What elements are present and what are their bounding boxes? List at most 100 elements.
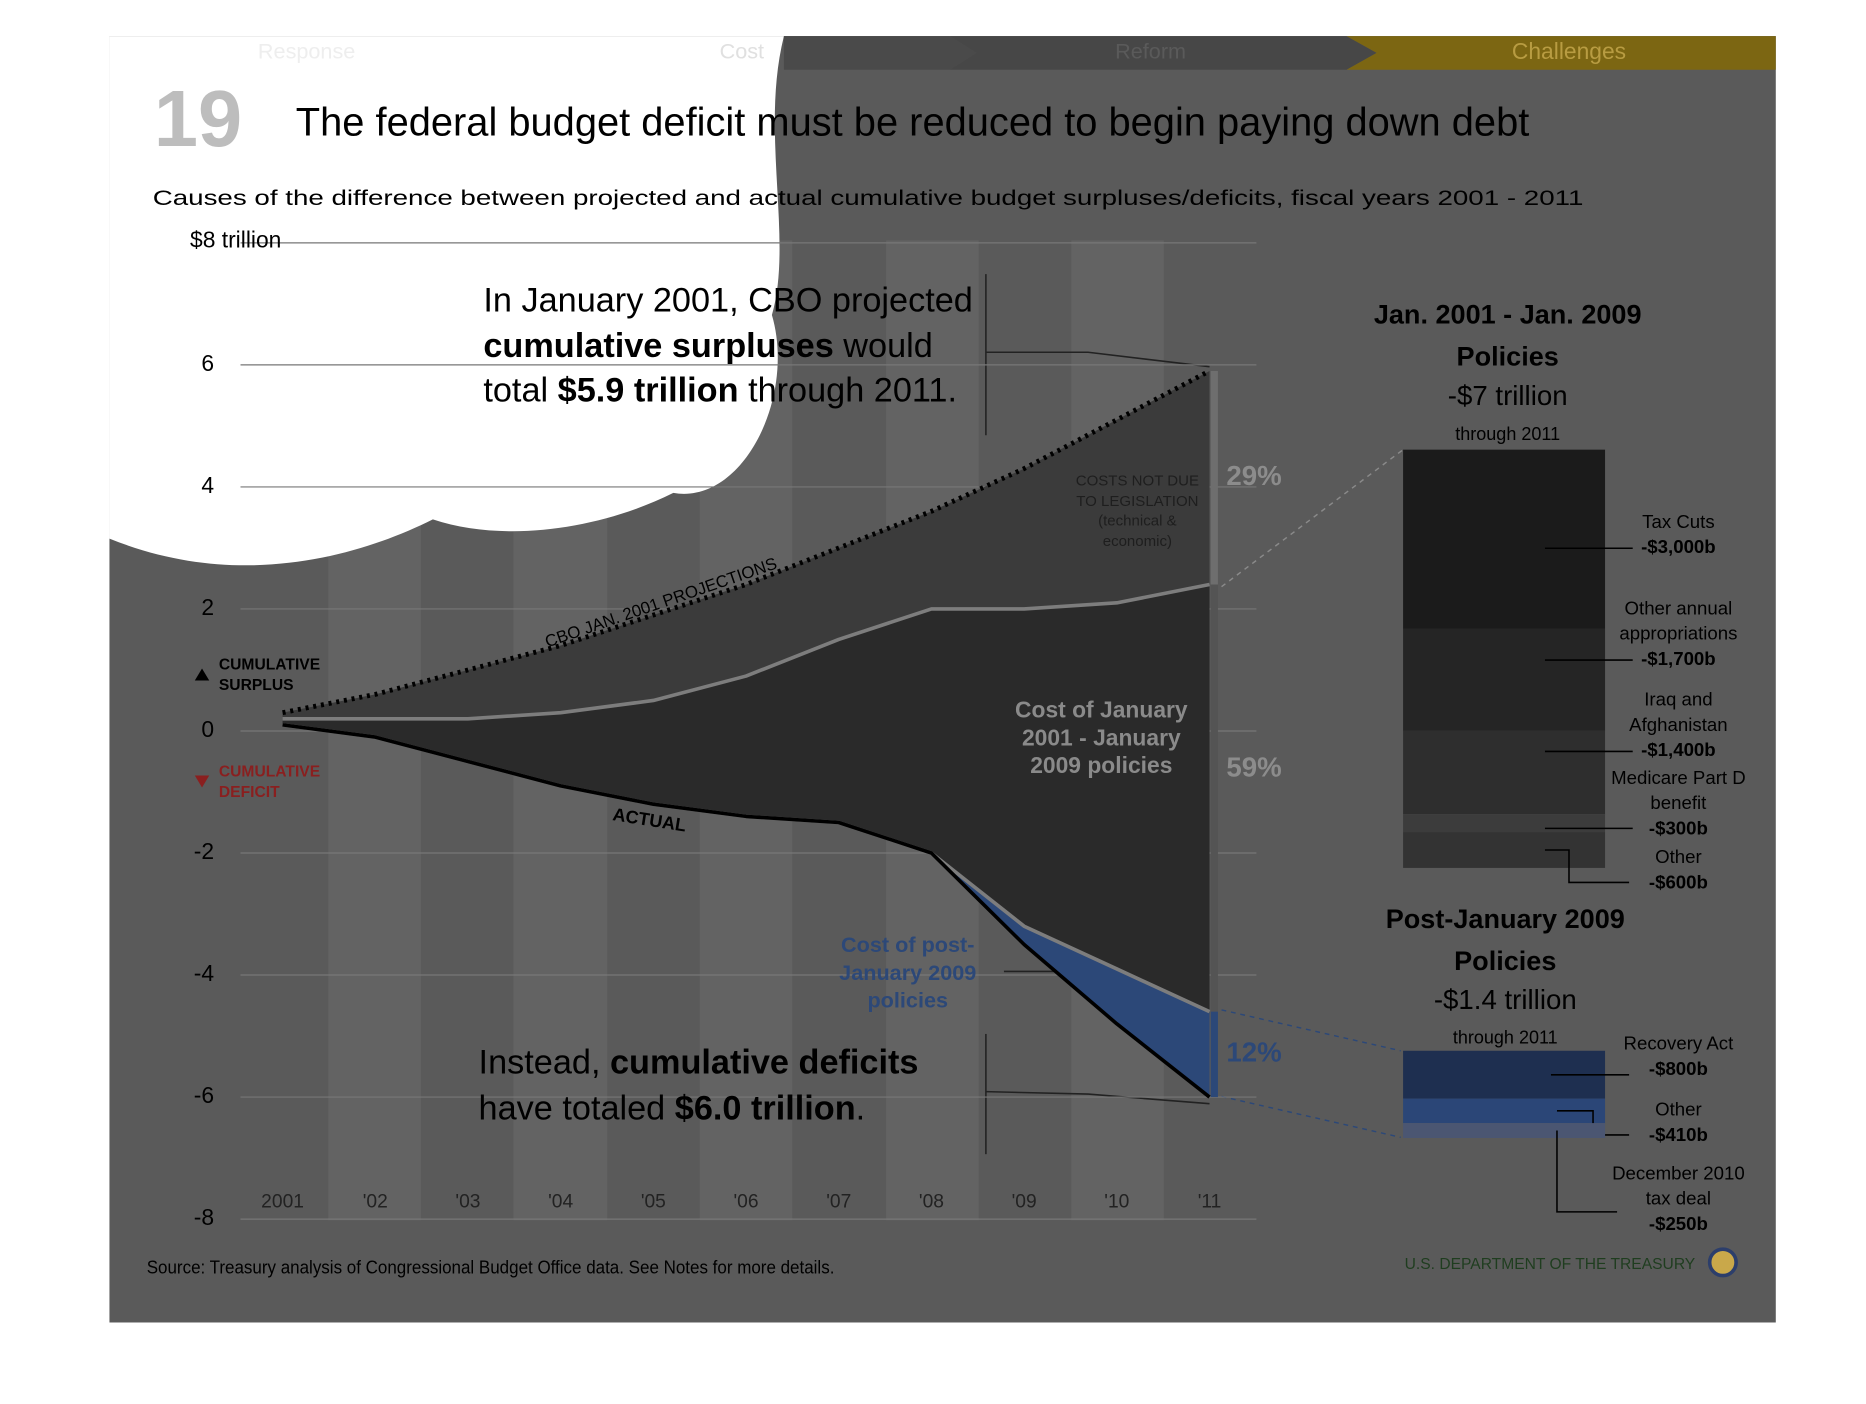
bar-title: Post-January 2009 Policies <box>1349 898 1662 982</box>
text: $6.0 trillion <box>674 1088 856 1128</box>
x-tick-label: '07 <box>826 1191 851 1212</box>
text: . <box>855 1088 866 1128</box>
text: CUMULATIVE SURPLUS <box>218 655 321 694</box>
segment-label-text: Tax Cuts -$3,000b <box>1606 510 1750 560</box>
segment-label: Iraq and Afghanistan -$1,400b <box>1606 688 1750 764</box>
zoom-line <box>1221 1009 1401 1052</box>
y-tick-label: -8 <box>194 1204 214 1230</box>
callout-text: In January 2001, CBO projected cumulativ… <box>483 279 986 414</box>
zoom-line <box>1221 1095 1401 1139</box>
y-tick-label: -6 <box>194 1082 214 1108</box>
text: CUMULATIVE DEFICIT <box>218 762 321 801</box>
text: cumulative deficits <box>609 1043 919 1083</box>
series-line <box>282 368 1211 716</box>
callout-connectors <box>985 274 1210 1155</box>
leader-line <box>1544 849 1630 884</box>
x-tick-label: '08 <box>919 1191 944 1212</box>
connector <box>985 351 1210 368</box>
segment-label-text: Other annual appropriations -$1,700b <box>1606 596 1750 672</box>
x-tick-label: 2001 <box>261 1191 304 1212</box>
text: In January 2001, CBO projected <box>483 281 973 320</box>
segment-label: Recovery Act -$800b <box>1606 1032 1750 1082</box>
bar-segment <box>1403 628 1606 731</box>
bar-total: -$7 trillion <box>1448 380 1568 411</box>
y-tick-label: 6 <box>201 350 214 376</box>
nav-label: Challenges <box>1512 38 1626 64</box>
segment-label: Other annual appropriations -$1,700b <box>1606 596 1750 672</box>
x-tick-label: '10 <box>1104 1191 1129 1212</box>
area-label-text: Cost of post-January 2009 policies <box>830 932 986 1015</box>
text: Cost of January 2001 - January 2009 poli… <box>1014 698 1188 780</box>
y-tick-label: -2 <box>194 838 214 864</box>
bar-segment <box>1403 1123 1606 1139</box>
nav-label: Response <box>258 39 355 64</box>
text: -$3,000b <box>1641 537 1716 558</box>
text: Recovery Act <box>1623 1033 1734 1055</box>
text: Other <box>1655 847 1702 869</box>
x-tick-label: '03 <box>455 1191 480 1212</box>
callout-text: Instead, cumulative deficits have totale… <box>479 1041 982 1131</box>
zoom-lines <box>1221 449 1404 1139</box>
text: Cost of post-January 2009 policies <box>839 932 977 1013</box>
surplus-marker <box>194 668 210 681</box>
y-tick-label: -4 <box>194 960 215 986</box>
x-tick-label: '05 <box>641 1191 666 1212</box>
segment-label-text: Recovery Act -$800b <box>1606 1032 1750 1082</box>
area-label-text: Cost of January 2001 - January 2009 poli… <box>1005 697 1197 780</box>
segment-label: Other -$410b <box>1606 1098 1750 1148</box>
text: -$1,700b <box>1641 649 1716 670</box>
segment-label: Medicare Part D benefit -$300b <box>1606 766 1750 842</box>
text: Instead, <box>478 1043 610 1083</box>
area <box>282 370 1210 719</box>
surplus-label-text: CUMULATIVE SURPLUS <box>219 654 351 695</box>
bar-segment <box>1403 832 1606 868</box>
share-label: 12% <box>1226 1037 1281 1068</box>
series-line <box>282 723 1211 1099</box>
nav-tab <box>949 36 1377 70</box>
text: Other annual appropriations <box>1619 598 1738 645</box>
segment-label-text: Medicare Part D benefit -$300b <box>1606 766 1750 842</box>
seal <box>1707 1247 1738 1278</box>
segment-label-text: December 2010 tax deal -$250b <box>1606 1161 1750 1237</box>
text: would total <box>483 326 933 410</box>
text: -$1,400b <box>1641 740 1716 762</box>
text: cumulative surpluses <box>483 326 834 365</box>
bar-segment <box>1403 730 1606 815</box>
deficit-label: CUMULATIVE DEFICIT <box>218 762 321 801</box>
x-tick-label: '09 <box>1012 1191 1037 1212</box>
bar-note: through 2011 <box>1455 424 1560 444</box>
segment-label: Other -$600b <box>1606 845 1750 895</box>
surplus-label: CUMULATIVE SURPLUS <box>219 654 351 695</box>
nav-tab <box>783 36 977 70</box>
cloud-overlay <box>109 36 784 566</box>
text: Jan. 2001 - Jan. 2009 Policies <box>1373 299 1642 372</box>
page-number: 19 <box>154 74 242 163</box>
text: COSTS NOT DUE TO LEGISLATION (technical … <box>1075 472 1200 549</box>
deficit-marker <box>194 775 210 788</box>
nav-label: Cost <box>720 39 764 64</box>
bar-title-text: Post-January 2009 Policies <box>1349 898 1662 982</box>
area-label: Cost of post-January 2009 policies <box>830 932 986 1015</box>
area-label: COSTS NOT DUE TO LEGISLATION (technical … <box>1075 472 1200 549</box>
bar-note: through 2011 <box>1453 1028 1558 1048</box>
leader-line <box>1556 1130 1618 1213</box>
segment-label-text: Other -$600b <box>1606 845 1750 895</box>
bar-title-text: Jan. 2001 - Jan. 2009 Policies <box>1351 293 1664 377</box>
end-bar-segment <box>1210 370 1218 585</box>
connector <box>985 1090 1210 1105</box>
segment-label-text: Iraq and Afghanistan -$1,400b <box>1606 688 1750 764</box>
y-tick-label: $8 trillion <box>190 227 281 253</box>
end-bar-segment <box>1210 1011 1218 1098</box>
leader-line <box>1556 1110 1630 1136</box>
end-bar-segment <box>1210 584 1218 1012</box>
share-label: 59% <box>1226 752 1281 783</box>
subtitle: Causes of the difference between project… <box>153 187 1584 210</box>
text: Other <box>1655 1100 1702 1121</box>
callout: Instead, cumulative deficits have totale… <box>479 1041 982 1131</box>
nav-label: Reform <box>1115 39 1186 64</box>
text: have totaled <box>478 1088 675 1128</box>
source-note: Source: Treasury analysis of Congression… <box>147 1256 835 1277</box>
segment-label-text: Other -$410b <box>1606 1098 1750 1148</box>
